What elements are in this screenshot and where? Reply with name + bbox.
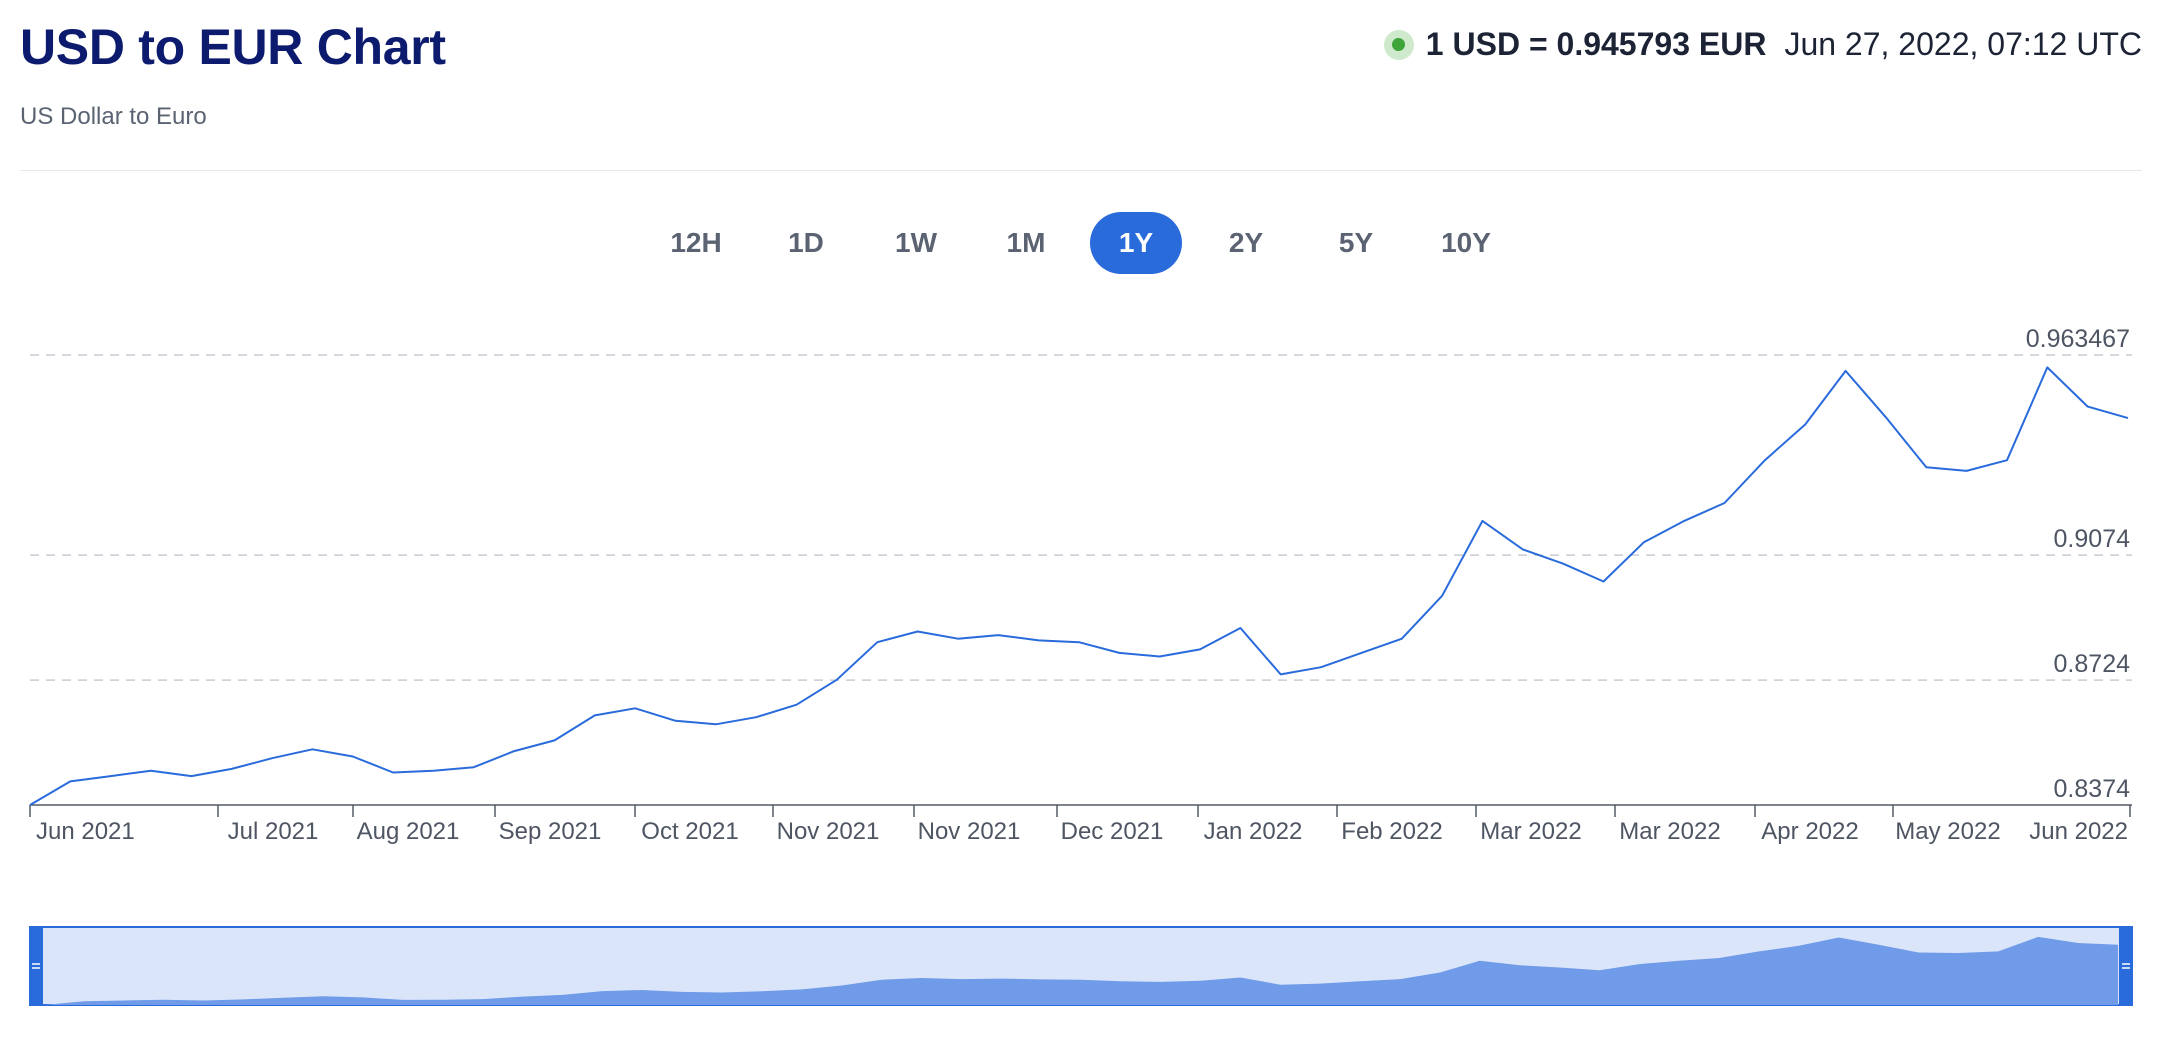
x-tick-label: Jul 2021 bbox=[228, 818, 319, 845]
price-chart[interactable]: 0.963467 0.9074 0.8724 0.8374 Jun 2021 Jul 20… bbox=[0, 300, 2162, 860]
y-tick-label: 0.9074 bbox=[2054, 525, 2131, 553]
rate-value: 1 USD = 0.945793 EUR bbox=[1425, 26, 1767, 62]
x-tick-label: Mar 2022 bbox=[1480, 818, 1581, 845]
x-tick-label: Apr 2022 bbox=[1761, 818, 1858, 845]
x-tick-label: Aug 2021 bbox=[357, 818, 460, 845]
range-navigator[interactable] bbox=[0, 915, 2162, 1015]
x-tick-label: Jan 2022 bbox=[1204, 818, 1303, 845]
navigator-handle-right[interactable] bbox=[2119, 927, 2133, 1005]
range-tab-10y[interactable]: 10Y bbox=[1441, 227, 1491, 258]
y-tick-label: 0.963467 bbox=[2026, 325, 2130, 353]
page-subtitle: US Dollar to Euro bbox=[20, 103, 207, 130]
range-tab-1d[interactable]: 1D bbox=[788, 227, 824, 258]
x-tick-label: Oct 2021 bbox=[641, 818, 738, 845]
range-tab-1m[interactable]: 1M bbox=[1006, 227, 1046, 258]
live-dot-icon bbox=[1383, 29, 1414, 60]
y-tick-label: 0.8374 bbox=[2054, 775, 2131, 803]
navigator-area bbox=[44, 936, 2118, 1005]
x-tick-label: May 2022 bbox=[1895, 818, 2000, 845]
exchange-rate-display: 1 USD = 0.945793 EUR Jun 27, 2022, 07:12… bbox=[1383, 26, 2142, 63]
x-tick-label: Sep 2021 bbox=[499, 818, 602, 845]
series-line bbox=[29, 366, 2129, 806]
range-tab-2y[interactable]: 2Y bbox=[1228, 227, 1264, 258]
range-tabs: 12H 1D 1W 1M 1Y 2Y 5Y 10Y bbox=[0, 212, 2162, 274]
x-tick-label: Dec 2021 bbox=[1061, 818, 1164, 845]
x-tick-label: Nov 2021 bbox=[777, 818, 880, 845]
x-tick-label: Feb 2022 bbox=[1341, 818, 1442, 845]
range-tab-1y[interactable]: 1Y bbox=[1090, 212, 1182, 274]
x-tick-label: Mar 2022 bbox=[1619, 818, 1720, 845]
range-tab-12h[interactable]: 12H bbox=[670, 227, 722, 258]
x-tick-label: Jun 2021 bbox=[36, 818, 135, 845]
x-tick-label: Nov 2021 bbox=[918, 818, 1021, 845]
page-title: USD to EUR Chart bbox=[20, 19, 446, 75]
y-tick-label: 0.8724 bbox=[2054, 650, 2131, 678]
navigator-handle-left[interactable] bbox=[29, 927, 43, 1005]
header-divider bbox=[20, 170, 2142, 171]
x-tick-label: Jun 2022 bbox=[2029, 818, 2128, 845]
range-tab-1w[interactable]: 1W bbox=[895, 227, 937, 258]
range-tab-5y[interactable]: 5Y bbox=[1338, 227, 1374, 258]
rate-timestamp: Jun 27, 2022, 07:12 UTC bbox=[1784, 26, 2142, 62]
